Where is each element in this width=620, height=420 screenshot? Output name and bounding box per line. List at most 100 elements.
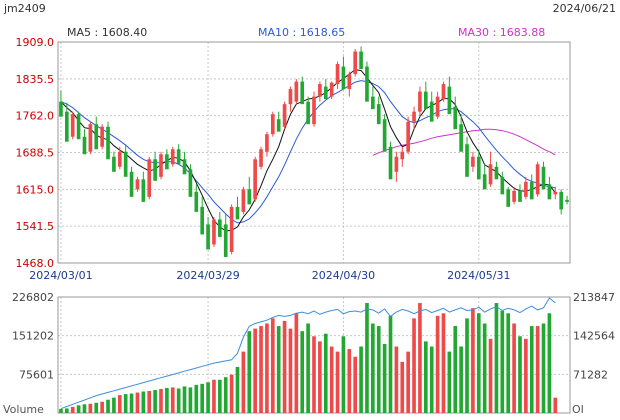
volume-bar [259,326,263,413]
candle-body [294,81,299,102]
volume-bar [376,326,381,413]
price-axes: 1468.0 1541.5 1615.0 1688.5 1762.0 1835.5 1909… [16,36,511,282]
ma30-line-group [372,128,556,156]
oi-tick-label: 142564 [573,330,615,343]
candle-body [117,151,122,167]
candle-body [518,190,522,202]
ma5-line [60,69,556,232]
candle-body [494,166,499,180]
volume-bar [153,389,157,413]
volume-bar [218,379,222,413]
price-tick-label: 1541.5 [16,220,55,233]
candle-body [170,149,175,165]
candle-body [182,159,187,175]
candle-body [229,206,234,252]
volume-bar [447,351,452,413]
candle-body [541,166,546,190]
candle-body [323,86,328,100]
candle-body [65,111,69,142]
volume-bar [429,346,434,413]
candles-group [59,46,569,257]
candle-body [200,206,205,235]
candle-body [188,169,193,197]
candle-body [524,181,528,197]
price-tick-label: 1909.0 [16,36,55,49]
candle-body [259,149,263,167]
volume-bar [418,303,422,413]
volume-bar [88,403,93,413]
volume-bar [65,408,69,413]
candle-body [141,179,146,202]
candle-body [223,224,228,257]
volume-bar [165,387,169,413]
volume-bar [524,338,528,413]
candle-body [435,96,440,117]
candle-body [506,189,511,207]
volume-bar [506,313,511,413]
volume-bar [435,315,440,413]
oi-line [60,297,556,410]
volume-bar [188,387,193,413]
volume-bar [300,331,305,413]
price-tick-label: 1762.0 [16,110,55,123]
volume-bar [329,346,334,413]
volume-bar [282,320,287,413]
candle-body [453,106,458,130]
candle-body [329,82,334,97]
candle-body [341,66,346,90]
volume-bar [306,323,310,413]
candle-body [70,114,75,137]
volume-bar [347,349,352,413]
volume-bar [500,310,505,413]
volume-bar [453,326,458,413]
candle-body [241,189,246,212]
volume-bar [412,318,416,413]
volume-bar [547,313,552,413]
volume-bar [106,399,110,413]
candle-body [388,146,393,180]
candle-body [482,174,487,190]
oi-tick-label: 213847 [573,291,615,304]
volume-bar [135,392,140,413]
price-tick-label: 1835.5 [16,73,55,86]
candle-body [500,176,505,195]
candle-body [371,96,375,110]
candle-body [206,224,210,250]
volume-bar [382,343,387,413]
volume-bar [229,374,234,413]
candle-body [547,184,552,200]
volume-bar [341,336,346,413]
volume-axes: 75601 151202 226802 71282 142564 213847 [12,291,615,381]
volume-bar [471,308,475,413]
volume-bar [318,341,322,413]
candle-body [429,101,434,122]
volume-bar [235,366,240,413]
volume-bar [194,384,199,413]
volume-bar [423,341,428,413]
candle-body [100,126,104,147]
candle-body [459,124,463,152]
candle-body [394,156,399,172]
price-tick-label: 1615.0 [16,183,55,196]
ma5-label: MA5 : 1608.40 [67,26,148,39]
volume-bar [541,323,546,413]
candle-body [153,159,157,181]
date-tick-label: 2024/03/29 [176,269,239,282]
candle-body [94,124,99,150]
symbol-label: jm2409 [4,2,46,15]
ma30-line [372,128,556,156]
volume-bar [394,346,399,413]
volume-bar [117,395,122,413]
candle-body [418,91,422,112]
volume-bar [112,397,116,413]
candle-body [465,144,469,177]
candle-body [135,179,140,190]
candle-body [123,151,128,177]
candle-body [353,51,358,75]
candle-body [488,164,493,185]
volume-bar [253,328,257,413]
volume-bar [70,406,75,413]
volume-bar [400,361,405,413]
candle-body [165,154,169,170]
candle-body [270,114,275,135]
